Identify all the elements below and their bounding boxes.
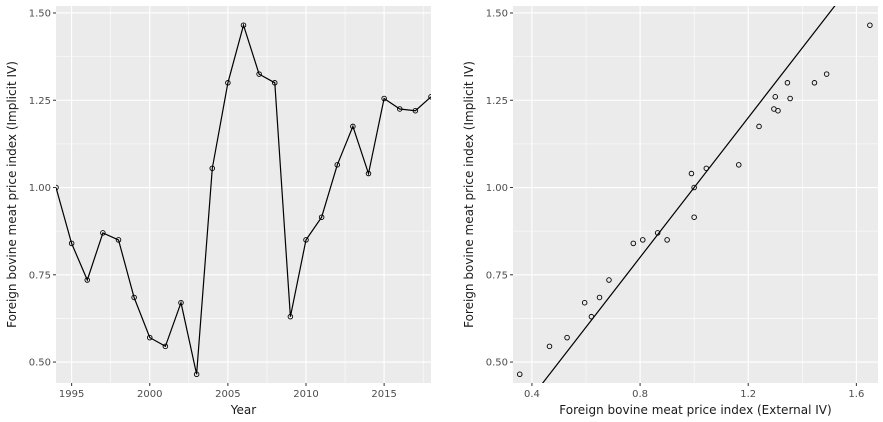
data-point: [256, 71, 262, 77]
data-point: [162, 343, 169, 350]
x-tick-label: 2010: [293, 389, 318, 400]
data-point: [381, 95, 387, 102]
data-point: [397, 106, 403, 112]
data-point: [365, 170, 372, 177]
y-tick-label: 1.25: [29, 96, 51, 107]
x-tick-label: 2005: [215, 389, 240, 400]
data-point: [606, 277, 612, 283]
data-layer: [517, 6, 873, 383]
data-point: [209, 165, 215, 172]
data-point: [146, 334, 153, 341]
data-point: [736, 162, 742, 168]
data-point: [56, 184, 59, 191]
data-point: [775, 107, 781, 114]
data-point: [68, 240, 75, 247]
data-point: [350, 123, 356, 130]
y-axis-title: Foreign bovine meat price index (Implici…: [462, 61, 476, 328]
data-point: [178, 299, 184, 306]
data-point: [287, 313, 294, 320]
y-tick-label: 0.75: [29, 270, 51, 281]
data-point: [334, 162, 341, 168]
data-point: [811, 80, 818, 86]
x-axis-title: Year: [230, 403, 256, 417]
data-point: [240, 22, 247, 28]
data-point: [84, 277, 90, 283]
data-point: [691, 184, 697, 191]
x-tick-label: 0.8: [632, 389, 648, 400]
x-axis-title: Foreign bovine meat price index (Externa…: [559, 403, 831, 417]
data-point: [772, 94, 779, 100]
x-tick-label: 2000: [137, 389, 162, 400]
data-point: [517, 371, 523, 378]
data-point: [867, 22, 873, 28]
data-point: [564, 334, 570, 341]
x-tick-label: 2015: [371, 389, 396, 400]
y-tick-label: 0.50: [486, 358, 508, 369]
data-point: [225, 80, 231, 86]
data-point: [664, 237, 670, 243]
data-point: [630, 240, 637, 247]
y-tick-label: 0.75: [486, 270, 508, 281]
data-point: [193, 371, 200, 378]
y-tick-label: 1.25: [486, 96, 508, 107]
scatter-chart-panel: 0.4 0.8 1.2 1.6 0.50 0.75 1.00 1.25 1.50 Foreign …: [462, 6, 878, 417]
data-point: [654, 230, 661, 236]
plot-background: [56, 6, 431, 383]
data-point: [688, 170, 695, 177]
data-point: [787, 95, 793, 102]
data-point: [756, 123, 762, 130]
y-tick-label: 0.50: [29, 358, 51, 369]
data-point: [581, 299, 588, 306]
data-point: [546, 343, 553, 350]
y-tick-label: 1.50: [486, 8, 508, 19]
data-point: [428, 94, 431, 100]
data-point: [115, 237, 122, 243]
y-axis-title: Foreign bovine meat price index (Implici…: [5, 61, 19, 328]
data-point: [640, 237, 646, 243]
data-point: [318, 214, 325, 220]
x-tick-label: 0.4: [524, 389, 540, 400]
data-point: [596, 294, 603, 301]
data-point: [588, 313, 595, 320]
data-point: [703, 165, 710, 172]
data-point: [303, 237, 309, 243]
plot-background: [513, 6, 878, 383]
data-layer: [56, 22, 431, 378]
x-tick-label: 1995: [59, 389, 84, 400]
x-tick-label: 1.6: [848, 389, 864, 400]
data-point: [131, 294, 137, 301]
y-tick-label: 1.00: [486, 183, 508, 194]
y-tick-label: 1.00: [29, 183, 51, 194]
data-point: [784, 80, 791, 86]
data-point: [412, 107, 419, 114]
data-point: [100, 230, 106, 236]
y-tick-label: 1.50: [29, 8, 51, 19]
data-point: [272, 80, 278, 86]
x-tick-label: 1.2: [740, 389, 756, 400]
line-chart-panel: 1995 2000 2005 2010 2015 0.50 0.75 1.00 1.25 1.50…: [5, 6, 431, 417]
data-point: [691, 214, 697, 220]
series-line: [56, 23, 431, 375]
data-point: [823, 71, 830, 77]
